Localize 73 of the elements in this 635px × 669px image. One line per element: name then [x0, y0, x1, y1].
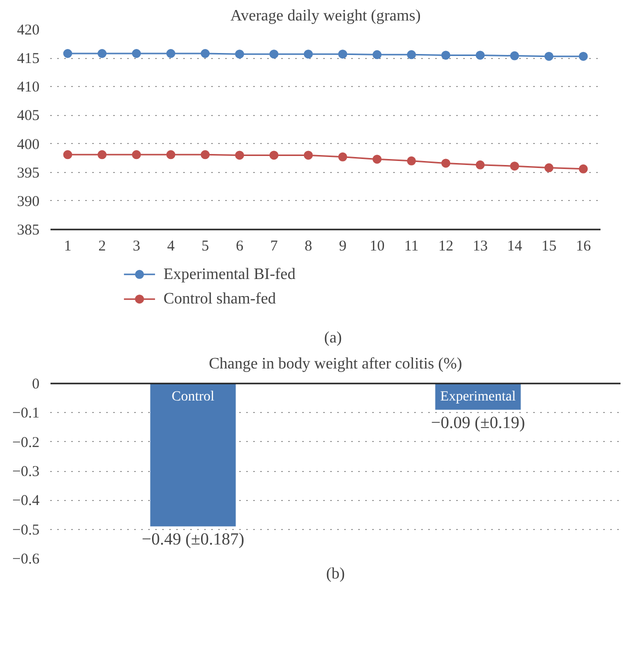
- y-tick-label: 395: [17, 165, 40, 182]
- x-tick-label: 10: [370, 238, 385, 254]
- point: [63, 150, 72, 160]
- y-tick-label: 390: [17, 194, 40, 210]
- point: [406, 156, 416, 166]
- y-tick-label: 410: [17, 80, 40, 96]
- x-tick-label: 16: [576, 238, 592, 254]
- data-label: −0.09 (±0.19): [431, 412, 526, 432]
- point: [372, 50, 382, 60]
- y-tick-label: −0.5: [12, 522, 40, 538]
- point: [476, 160, 485, 170]
- y-tick-label: 405: [17, 108, 40, 124]
- point: [63, 49, 72, 58]
- x-tick-label: 12: [438, 238, 454, 254]
- point: [406, 50, 416, 60]
- y-tick-label: 0: [32, 376, 40, 392]
- category-label: Experimental: [440, 390, 516, 404]
- point: [338, 50, 348, 59]
- point: [441, 50, 450, 60]
- y-tick-label: −0.6: [12, 552, 40, 568]
- point: [132, 49, 141, 58]
- point: [544, 163, 554, 172]
- y-tick-label: −0.2: [12, 434, 40, 451]
- x-tick-label: 5: [201, 238, 209, 254]
- point: [200, 150, 210, 160]
- point: [510, 162, 520, 171]
- point: [441, 158, 450, 168]
- point: [269, 50, 278, 59]
- y-tick-label: 415: [17, 51, 40, 68]
- x-tick-label: 9: [338, 238, 346, 254]
- x-tick-label: 11: [404, 238, 419, 254]
- point: [200, 49, 210, 58]
- point: [166, 150, 176, 160]
- data-label: −0.49 (±0.187): [142, 529, 244, 548]
- point: [372, 154, 382, 164]
- text: (b): [326, 566, 345, 582]
- x-tick-label: 7: [270, 238, 278, 254]
- x-tick-label: 15: [541, 238, 556, 254]
- x-tick-label: 2: [98, 238, 106, 254]
- x-tick-label: 8: [304, 238, 312, 254]
- point: [338, 152, 348, 162]
- y-tick-label: 385: [17, 222, 40, 238]
- x-tick-label: 4: [167, 238, 176, 254]
- point: [98, 150, 107, 160]
- point: [166, 49, 176, 58]
- point: [578, 164, 588, 174]
- point: [269, 150, 278, 160]
- chart-title: Average daily weight (grams): [230, 8, 421, 24]
- text: (a): [324, 330, 342, 347]
- x-tick-label: 6: [236, 238, 244, 254]
- y-tick-label: 400: [17, 136, 40, 153]
- y-tick-label: 420: [17, 22, 40, 38]
- point: [235, 50, 244, 59]
- point: [132, 150, 141, 160]
- x-tick-label: 14: [507, 238, 523, 254]
- y-tick-label: −0.3: [12, 464, 40, 480]
- point: [544, 52, 554, 61]
- point: [304, 150, 313, 160]
- point: [476, 50, 485, 60]
- point: [304, 50, 313, 59]
- y-tick-label: −0.4: [12, 493, 40, 510]
- x-tick-label: 13: [472, 238, 488, 254]
- point: [510, 51, 520, 60]
- chart-title: Change in body weight after colitis (%): [208, 356, 462, 372]
- y-tick-label: −0.1: [12, 406, 40, 422]
- point: [98, 49, 107, 58]
- x-tick-label: 1: [64, 238, 72, 254]
- category-label: Control: [172, 390, 214, 404]
- point: [578, 52, 588, 61]
- point: [235, 150, 244, 160]
- legend-label: Experimental BI-fed: [164, 266, 296, 283]
- legend-label: Control sham-fed: [164, 290, 276, 308]
- x-tick-label: 3: [132, 238, 140, 254]
